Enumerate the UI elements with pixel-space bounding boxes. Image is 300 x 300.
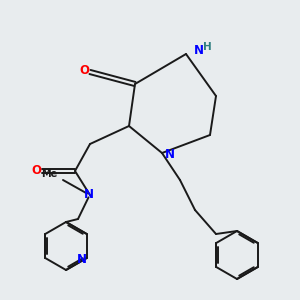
Text: N: N <box>165 148 175 161</box>
Text: N: N <box>77 253 87 266</box>
Text: N: N <box>83 188 94 202</box>
Text: H: H <box>202 41 211 52</box>
Text: O: O <box>31 164 41 178</box>
Text: Me: Me <box>41 169 58 179</box>
Text: N: N <box>194 44 203 58</box>
Text: O: O <box>79 64 89 77</box>
